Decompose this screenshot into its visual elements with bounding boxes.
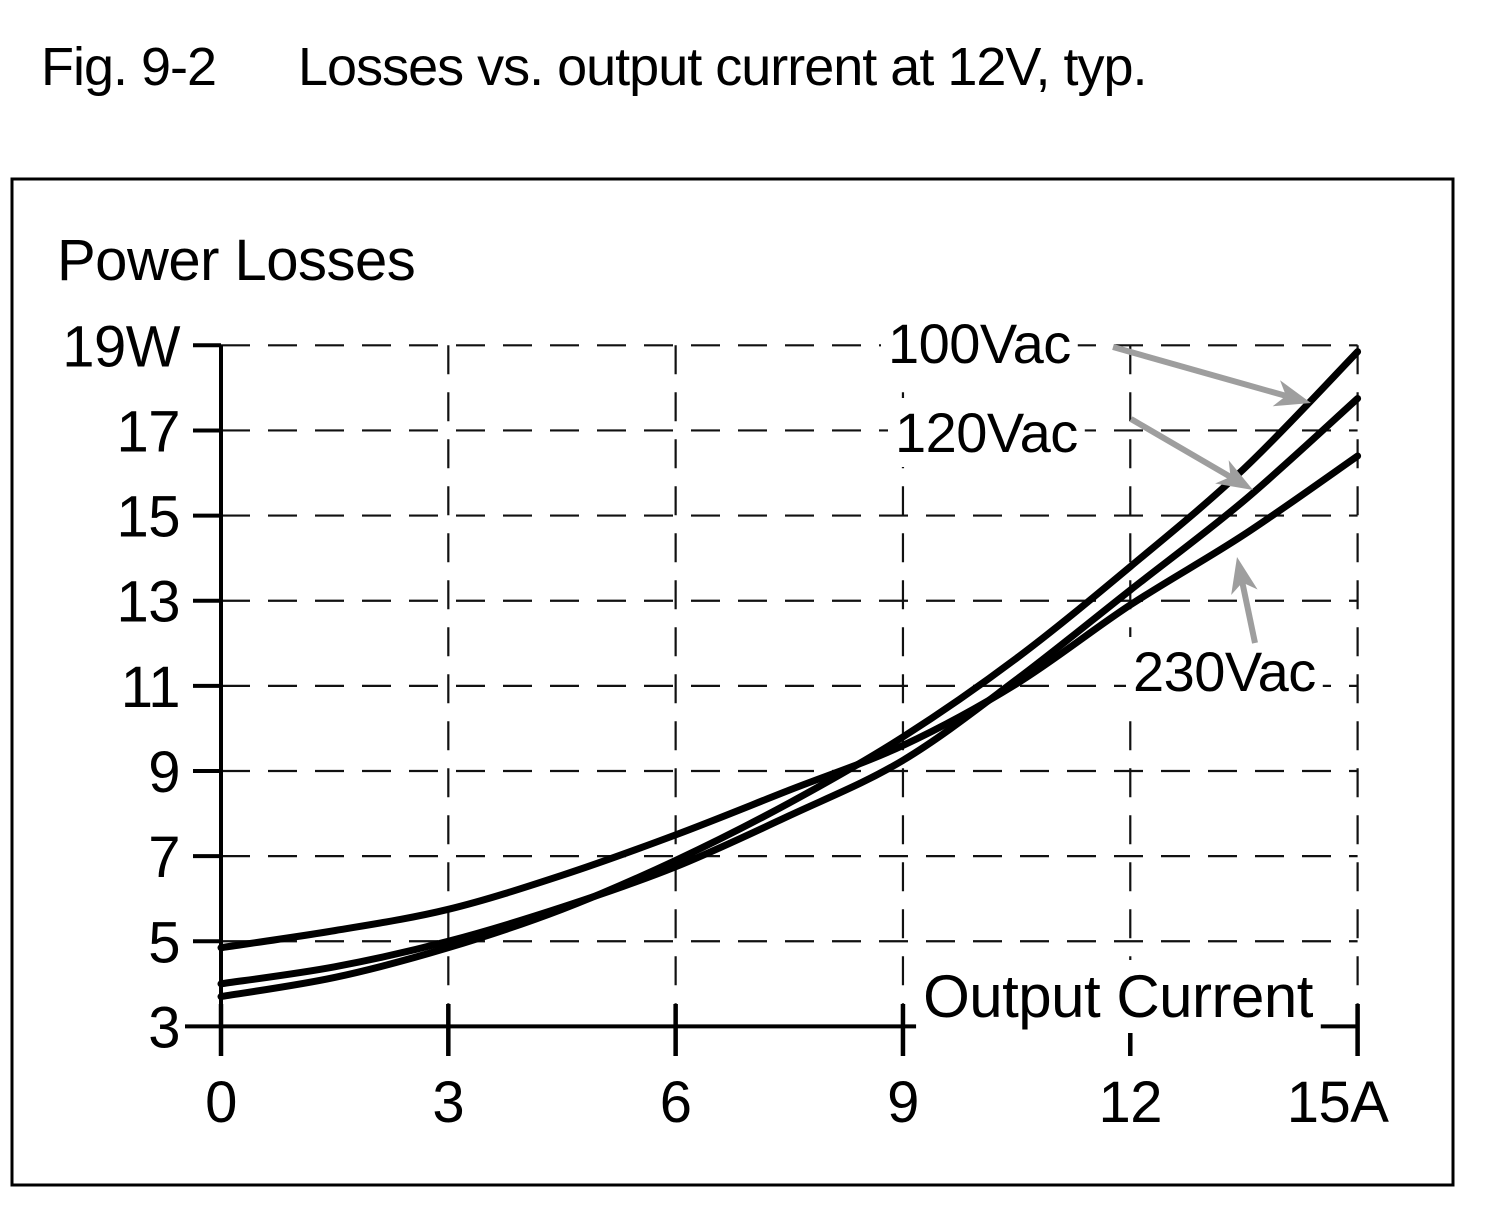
x-tick-label-0: 0 bbox=[205, 1070, 237, 1135]
curve-label-100vac: 100Vac bbox=[888, 312, 1071, 375]
y-tick-label-5: 5 bbox=[148, 910, 180, 975]
y-tick-label-7: 7 bbox=[148, 825, 180, 890]
x-tick-label-3: 3 bbox=[432, 1070, 464, 1135]
curve-120vac bbox=[217, 395, 1362, 988]
y-tick-label-13: 13 bbox=[116, 570, 180, 635]
arrow-shaft-120vac bbox=[1129, 416, 1233, 480]
figure-label: Fig. 9-2 bbox=[41, 37, 216, 97]
x-axis-title: Output Current bbox=[923, 963, 1314, 1030]
curve-label-230vac: 230Vac bbox=[1133, 640, 1316, 703]
y-tick-label-15: 15 bbox=[116, 485, 180, 550]
x-tick-label-12: 12 bbox=[1099, 1070, 1163, 1135]
arrowhead-100vac bbox=[1272, 380, 1311, 407]
x-tick-label-6: 6 bbox=[660, 1070, 692, 1135]
y-tick-label-19: 19W bbox=[62, 314, 181, 379]
curve-label-230vac-halo bbox=[1126, 637, 1323, 706]
curve-label-100vac-halo bbox=[881, 309, 1078, 378]
curve-label-120vac-halo bbox=[888, 398, 1085, 467]
arrowhead-120vac bbox=[1215, 460, 1253, 490]
x-axis-title-halo bbox=[916, 960, 1321, 1033]
arrow-shaft-100vac bbox=[1112, 344, 1287, 399]
y-tick-label-11: 11 bbox=[121, 655, 180, 720]
y-tick-label-3: 3 bbox=[148, 995, 180, 1060]
y-tick-label-17: 17 bbox=[116, 399, 180, 464]
arrow-shaft-230vac bbox=[1239, 581, 1258, 644]
chart-border bbox=[10, 177, 1455, 1187]
x-tick-label-15: 15A bbox=[1287, 1070, 1390, 1135]
curve-100vac bbox=[217, 348, 1362, 1001]
y-tick-label-9: 9 bbox=[148, 740, 180, 805]
x-tick-label-9: 9 bbox=[887, 1070, 919, 1135]
curve-230vac bbox=[217, 452, 1362, 952]
curve-label-120vac: 120Vac bbox=[895, 401, 1078, 464]
arrowhead-230vac bbox=[1231, 557, 1258, 596]
y-axis-title: Power Losses bbox=[57, 228, 415, 293]
figure-caption: Losses vs. output current at 12V, typ. bbox=[298, 37, 1147, 97]
